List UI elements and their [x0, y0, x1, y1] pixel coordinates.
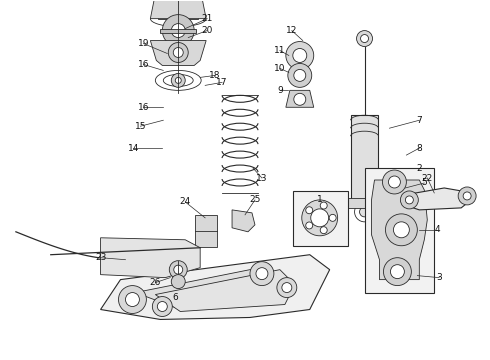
Text: 15: 15 [135, 122, 146, 131]
Circle shape [172, 73, 185, 87]
Text: 4: 4 [435, 225, 440, 234]
Circle shape [256, 268, 268, 280]
Text: 1: 1 [317, 195, 322, 204]
Circle shape [400, 191, 418, 209]
Circle shape [173, 48, 183, 58]
Text: 17: 17 [217, 78, 228, 87]
Circle shape [157, 302, 167, 311]
Circle shape [250, 262, 274, 285]
Bar [365, 168, 434, 293]
Bar [195, 215, 217, 247]
Text: 7: 7 [416, 116, 422, 125]
Text: 3: 3 [437, 273, 442, 282]
Polygon shape [404, 188, 471, 210]
Polygon shape [394, 182, 422, 195]
Circle shape [152, 297, 172, 316]
Polygon shape [371, 180, 427, 280]
Circle shape [293, 49, 307, 62]
Circle shape [169, 261, 187, 279]
Circle shape [277, 278, 297, 298]
Text: 18: 18 [209, 71, 221, 80]
Text: 23: 23 [95, 253, 106, 262]
Text: 6: 6 [172, 293, 178, 302]
Text: 24: 24 [180, 197, 191, 206]
Polygon shape [135, 268, 278, 307]
Circle shape [282, 283, 292, 293]
Circle shape [164, 0, 192, 18]
Circle shape [125, 293, 140, 306]
Text: 12: 12 [286, 26, 297, 35]
Text: 25: 25 [249, 195, 261, 204]
Circle shape [384, 258, 412, 285]
Circle shape [175, 77, 181, 84]
Text: 5: 5 [421, 179, 427, 188]
Text: 16: 16 [138, 60, 149, 69]
Text: 22: 22 [422, 174, 433, 183]
Bar [293, 191, 347, 246]
Circle shape [306, 222, 313, 229]
Circle shape [329, 214, 336, 221]
Text: 9: 9 [277, 86, 283, 95]
Text: 21: 21 [201, 14, 213, 23]
Circle shape [357, 31, 372, 46]
Text: 20: 20 [201, 26, 213, 35]
Circle shape [463, 192, 471, 200]
Circle shape [302, 200, 338, 236]
Circle shape [286, 41, 314, 69]
Polygon shape [343, 198, 387, 208]
Circle shape [119, 285, 147, 314]
Circle shape [306, 207, 313, 214]
Circle shape [174, 265, 183, 274]
Circle shape [162, 15, 194, 46]
Circle shape [172, 275, 185, 289]
Polygon shape [100, 238, 200, 278]
Circle shape [320, 227, 327, 234]
Text: 2: 2 [416, 163, 422, 172]
Text: 19: 19 [138, 39, 149, 48]
Polygon shape [150, 0, 206, 19]
Text: 26: 26 [149, 278, 161, 287]
Circle shape [311, 209, 329, 227]
Text: 11: 11 [274, 46, 286, 55]
Circle shape [458, 187, 476, 205]
Circle shape [386, 214, 417, 246]
Bar [160, 28, 196, 32]
Circle shape [294, 69, 306, 81]
Polygon shape [155, 270, 295, 311]
Polygon shape [100, 255, 330, 319]
Text: 14: 14 [128, 144, 139, 153]
Circle shape [168, 42, 188, 62]
Circle shape [383, 170, 406, 194]
Circle shape [405, 196, 414, 204]
Circle shape [360, 207, 369, 217]
Circle shape [172, 0, 184, 10]
Circle shape [391, 265, 404, 279]
Bar [158, 0, 198, 19]
Circle shape [294, 93, 306, 105]
Circle shape [288, 63, 312, 87]
Circle shape [320, 202, 327, 209]
Polygon shape [232, 210, 255, 232]
Circle shape [361, 35, 368, 42]
Text: 16: 16 [138, 103, 149, 112]
Text: 13: 13 [256, 174, 268, 183]
Circle shape [393, 222, 409, 238]
Circle shape [172, 24, 185, 37]
Bar [350, 115, 378, 205]
Polygon shape [150, 41, 206, 66]
Text: 10: 10 [274, 64, 286, 73]
Circle shape [389, 176, 400, 188]
Text: 8: 8 [416, 144, 422, 153]
Polygon shape [286, 90, 314, 107]
